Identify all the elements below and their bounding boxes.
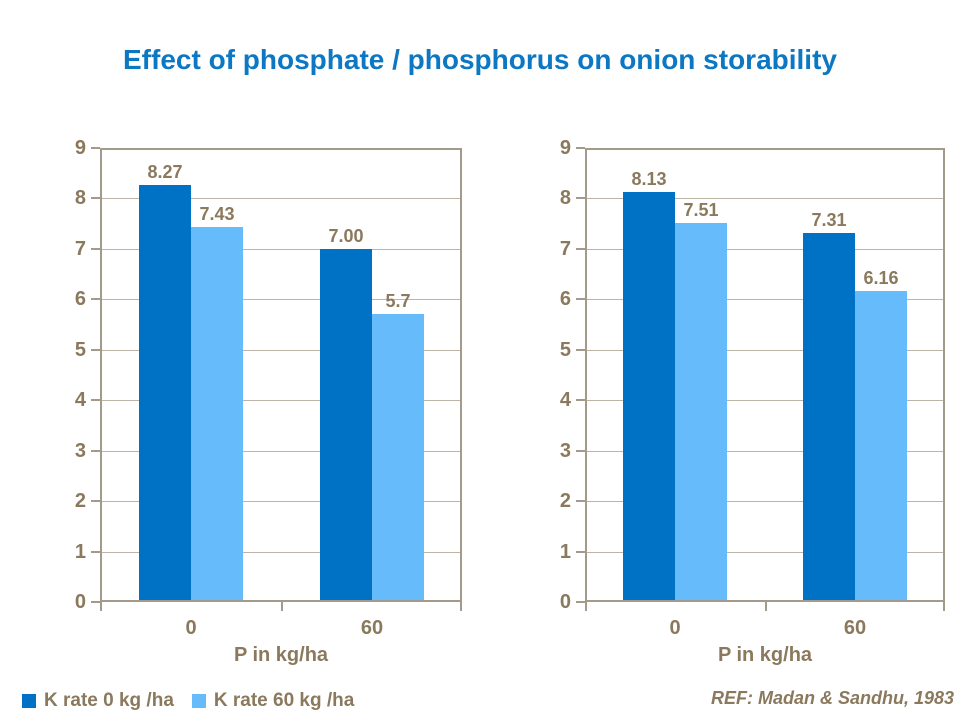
x-axis-tick — [585, 602, 587, 611]
bar-value-label: 5.7 — [385, 291, 411, 311]
legend: K rate 0 kg /ha K rate 60 kg /ha — [22, 690, 354, 712]
y-axis-tick — [91, 147, 100, 149]
y-axis-tick — [91, 298, 100, 300]
y-axis-tick — [576, 298, 585, 300]
y-axis-label: 4 — [559, 389, 571, 411]
y-axis-tick — [576, 601, 585, 603]
y-axis-label: 1 — [74, 541, 86, 563]
chart-right: P in kg/ha 0 1 2 3 4 5 6 7 8 9 8.13 7.51 0 7.31 6.16 60 — [560, 137, 945, 666]
y-axis-label: 9 — [559, 137, 571, 159]
legend-item-series2: K rate 60 kg /ha — [191, 690, 355, 712]
x-axis-title: P in kg/ha — [717, 644, 813, 666]
legend-swatch-series1 — [22, 694, 36, 708]
x-category-label: 0 — [669, 617, 681, 639]
y-axis-tick — [91, 601, 100, 603]
y-axis-label: 4 — [74, 389, 86, 411]
reference-text: REF: Madan & Sandhu, 1983 — [710, 688, 954, 708]
bar-series1-cat60 — [320, 249, 372, 602]
y-axis-tick — [576, 551, 585, 553]
y-axis-label: 9 — [74, 137, 86, 159]
x-axis-tick — [281, 602, 283, 611]
gridline — [585, 350, 945, 351]
x-axis-tick — [100, 602, 102, 611]
y-axis-tick — [91, 349, 100, 351]
y-axis-tick — [91, 450, 100, 452]
y-axis-tick — [91, 197, 100, 199]
bar-series1-cat60 — [803, 233, 855, 602]
y-axis-label: 7 — [559, 238, 571, 260]
bar-series2-cat0 — [675, 223, 727, 602]
gridline — [585, 400, 945, 401]
x-category-label: 60 — [843, 617, 867, 639]
legend-label-series2: K rate 60 kg /ha — [213, 690, 355, 711]
bar-value-label: 7.51 — [683, 200, 719, 220]
gridline — [100, 552, 462, 553]
y-axis-label: 8 — [74, 187, 86, 209]
gridline — [100, 350, 462, 351]
bar-value-label: 8.27 — [147, 162, 183, 182]
y-axis-label: 3 — [74, 440, 86, 462]
slide-title: Effect of phosphate / phosphorus on onio… — [123, 44, 837, 75]
y-axis-tick — [576, 399, 585, 401]
x-axis-tick — [943, 602, 945, 611]
y-axis-tick — [91, 399, 100, 401]
y-axis-label: 0 — [74, 591, 86, 613]
x-category-label: 60 — [360, 617, 384, 639]
y-axis-tick — [91, 248, 100, 250]
y-axis-tick — [576, 450, 585, 452]
y-axis-label: 6 — [559, 288, 571, 310]
gridline — [585, 299, 945, 300]
x-axis-tick — [460, 602, 462, 611]
gridline — [100, 249, 462, 250]
bar-series2-cat60 — [855, 291, 907, 602]
gridline — [100, 198, 462, 199]
y-axis-label: 2 — [74, 490, 86, 512]
y-axis-label: 7 — [74, 238, 86, 260]
bar-value-label: 6.16 — [863, 268, 899, 288]
y-axis-label: 3 — [559, 440, 571, 462]
gridline — [100, 299, 462, 300]
y-axis-label: 0 — [559, 591, 571, 613]
y-axis-tick — [576, 147, 585, 149]
legend-label-series1: K rate 0 kg /ha — [44, 690, 174, 711]
bar-value-label: 8.13 — [631, 169, 667, 189]
x-axis-title: P in kg/ha — [233, 644, 329, 666]
bar-series1-cat0 — [623, 192, 675, 602]
gridline — [585, 249, 945, 250]
y-axis-label: 6 — [74, 288, 86, 310]
gridline — [100, 451, 462, 452]
gridline — [585, 501, 945, 502]
bar-series2-cat60 — [372, 314, 424, 602]
bar-value-label: 7.00 — [328, 226, 364, 246]
bar-value-label: 7.31 — [811, 210, 847, 230]
y-axis-tick — [576, 248, 585, 250]
y-axis-tick — [576, 500, 585, 502]
gridline — [585, 451, 945, 452]
y-axis-label: 5 — [74, 339, 86, 361]
y-axis-label: 1 — [559, 541, 571, 563]
bar-series2-cat0 — [191, 227, 243, 602]
bar-value-label: 7.43 — [199, 204, 235, 224]
chart-left: P in kg/ha 0 1 2 3 4 5 6 7 8 9 8.27 7.43 0 7.00 5.7 60 — [75, 137, 462, 666]
legend-item-series1: K rate 0 kg /ha — [22, 690, 174, 712]
bar-series1-cat0 — [139, 185, 191, 602]
y-axis-label: 2 — [559, 490, 571, 512]
legend-swatch-series2 — [191, 694, 206, 708]
y-axis-label: 8 — [559, 187, 571, 209]
gridline — [100, 501, 462, 502]
y-axis-tick — [91, 500, 100, 502]
y-axis-label: 5 — [559, 339, 571, 361]
gridline — [585, 552, 945, 553]
y-axis-tick — [576, 349, 585, 351]
gridline — [100, 400, 462, 401]
y-axis-tick — [91, 551, 100, 553]
x-axis-tick — [765, 602, 767, 611]
y-axis-tick — [576, 197, 585, 199]
x-category-label: 0 — [185, 617, 197, 639]
gridline — [585, 198, 945, 199]
